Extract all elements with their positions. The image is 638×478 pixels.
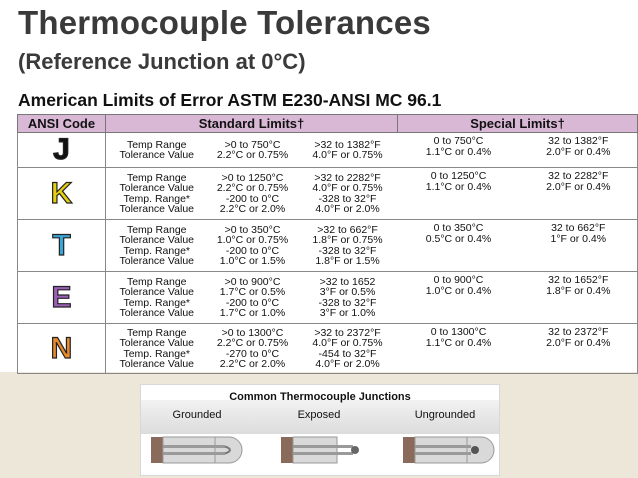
table-row: N Temp Range Tolerance Value Temp. Range*…: [17, 323, 638, 374]
ansi-code-cell: E: [17, 271, 106, 324]
junction-label-ungrounded: Ungrounded: [414, 409, 476, 421]
special-fahrenheit-cell: 32 to 1382°F 2.0°F or 0.4%: [519, 132, 638, 168]
grounded-junction-icon: [151, 436, 243, 464]
special-fahrenheit-cell: 32 to 2282°F 2.0°F or 0.4%: [519, 167, 638, 220]
ansi-code-cell: T: [17, 219, 106, 272]
table-row: K Temp Range Tolerance Value Temp. Range*…: [17, 167, 638, 220]
ansi-code-letter: N: [50, 331, 73, 365]
junctions-figure: Common Thermocouple Junctions Grounded E…: [140, 384, 500, 476]
ansi-code-letter: T: [52, 228, 72, 262]
standard-celsius-cell: >0 to 350°C 1.0°C or 0.75% -200 to 0°C 1…: [207, 219, 298, 272]
table-row: T Temp Range Tolerance Value Temp. Range*…: [17, 219, 638, 272]
standard-fahrenheit-cell: >32 to 2372°F 4.0°F or 0.75% -454 to 32°…: [297, 323, 398, 374]
ansi-code-cell: N: [17, 323, 106, 374]
page-subtitle: (Reference Junction at 0°C): [18, 49, 306, 74]
standard-celsius-cell: >0 to 900°C 1.7°C or 0.5% -200 to 0°C 1.…: [207, 271, 298, 324]
exposed-junction-icon: [281, 436, 359, 464]
row-labels-cell: Temp Range Tolerance Value Temp. Range* …: [105, 323, 208, 374]
document-page: Thermocouple Tolerances (Reference Junct…: [0, 0, 638, 374]
standard-fahrenheit-cell: >32 to 1382°F 4.0°F or 0.75%: [297, 132, 398, 168]
junction-label-grounded: Grounded: [172, 409, 222, 421]
junction-label-exposed: Exposed: [297, 409, 341, 421]
special-fahrenheit-cell: 32 to 1652°F 1.8°F or 0.4%: [519, 271, 638, 324]
row-labels-cell: Temp Range Tolerance Value Temp. Range* …: [105, 219, 208, 272]
ansi-code-letter: J: [53, 133, 71, 166]
junctions-title: Common Thermocouple Junctions: [229, 391, 411, 403]
standard-fahrenheit-cell: >32 to 1652 3°F or 0.5% -328 to 32°F 3°F…: [297, 271, 398, 324]
page-title: Thermocouple Tolerances: [18, 4, 431, 41]
standard-celsius-cell: >0 to 1250°C 2.2°C or 0.75% -200 to 0°C …: [207, 167, 298, 220]
tolerance-table: ANSI Code Standard Limits† Special Limit…: [17, 114, 638, 374]
table-row: E Temp Range Tolerance Value Temp. Range*…: [17, 271, 638, 324]
special-celsius-cell: 0 to 900°C 1.0°C or 0.4%: [397, 271, 520, 324]
special-celsius-cell: 0 to 750°C 1.1°C or 0.4%: [397, 132, 520, 168]
special-fahrenheit-cell: 32 to 662°F 1°F or 0.4%: [519, 219, 638, 272]
header-ansi-code: ANSI Code: [17, 114, 106, 133]
row-labels-cell: Temp Range Tolerance Value Temp. Range* …: [105, 271, 208, 324]
standard-fahrenheit-cell: >32 to 662°F 1.8°F or 0.75% -328 to 32°F…: [297, 219, 398, 272]
special-celsius-cell: 0 to 1300°C 1.1°C or 0.4%: [397, 323, 520, 374]
special-celsius-cell: 0 to 1250°C 1.1°C or 0.4%: [397, 167, 520, 220]
header-special-limits: Special Limits†: [397, 114, 638, 133]
special-celsius-cell: 0 to 350°C 0.5°C or 0.4%: [397, 219, 520, 272]
standard-celsius-cell: >0 to 1300°C 2.2°C or 0.75% -270 to 0°C …: [207, 323, 298, 374]
ungrounded-junction-icon: [403, 436, 495, 464]
ansi-code-letter: K: [50, 176, 73, 210]
standard-celsius-cell: >0 to 750°C 2.2°C or 0.75%: [207, 132, 298, 168]
header-standard-limits: Standard Limits†: [104, 114, 399, 133]
junctions-header-band: [141, 400, 499, 434]
ansi-code-cell: K: [17, 167, 106, 220]
ansi-code-letter: E: [51, 280, 72, 314]
special-fahrenheit-cell: 32 to 2372°F 2.0°F or 0.4%: [519, 323, 638, 374]
row-labels-cell: Temp Range Tolerance Value Temp. Range* …: [105, 167, 208, 220]
section-heading: American Limits of Error ASTM E230-ANSI …: [18, 90, 442, 110]
table-row: J Temp Range Tolerance Value >0 to 750°C 2…: [17, 132, 638, 168]
standard-fahrenheit-cell: >32 to 2282°F 4.0°F or 0.75% -328 to 32°…: [297, 167, 398, 220]
row-labels-cell: Temp Range Tolerance Value: [105, 132, 208, 168]
ansi-code-cell: J: [17, 132, 106, 168]
